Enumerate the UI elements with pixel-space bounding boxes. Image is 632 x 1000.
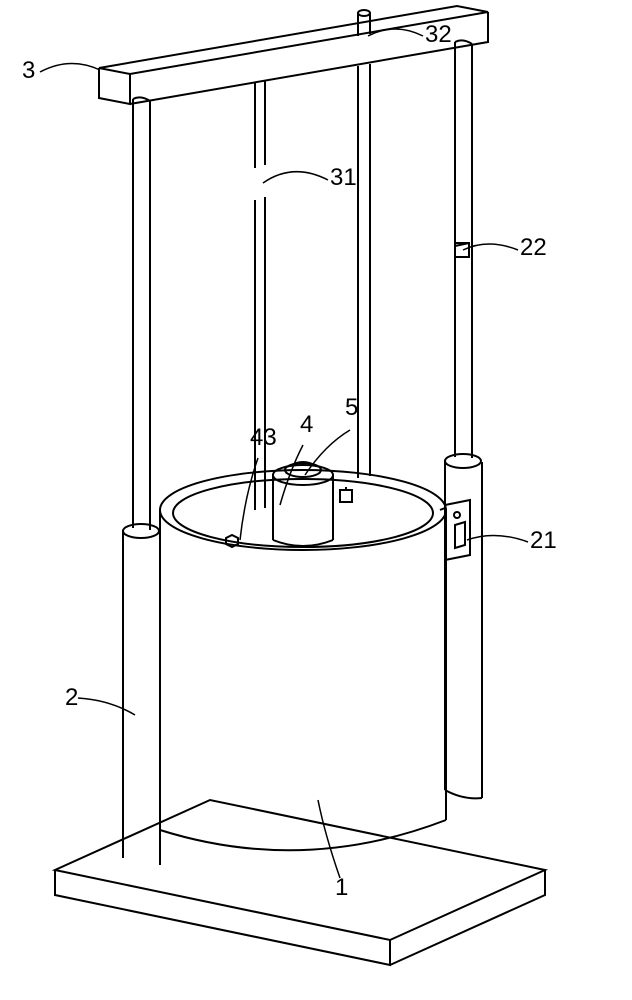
label-1: 1 xyxy=(335,874,348,901)
label-21: 21 xyxy=(530,527,557,554)
top-rod xyxy=(358,10,370,478)
rod-box xyxy=(455,243,469,257)
label-32: 32 xyxy=(425,21,452,48)
hook-small xyxy=(340,487,352,502)
main-cylinder xyxy=(160,470,446,850)
label-4: 4 xyxy=(300,411,313,438)
label-43: 43 xyxy=(250,424,277,451)
label-5: 5 xyxy=(345,394,358,421)
label-2: 2 xyxy=(65,684,78,711)
base-plate xyxy=(55,800,545,965)
right-pillar xyxy=(445,40,482,798)
labels: 3 32 31 22 5 4 43 21 2 1 xyxy=(22,21,557,901)
label-3: 3 xyxy=(22,57,35,84)
technical-diagram: 3 32 31 22 5 4 43 21 2 1 xyxy=(0,0,632,1000)
label-22: 22 xyxy=(520,234,547,261)
left-pillar xyxy=(123,97,160,865)
latch xyxy=(440,500,470,560)
label-31: 31 xyxy=(330,164,357,191)
